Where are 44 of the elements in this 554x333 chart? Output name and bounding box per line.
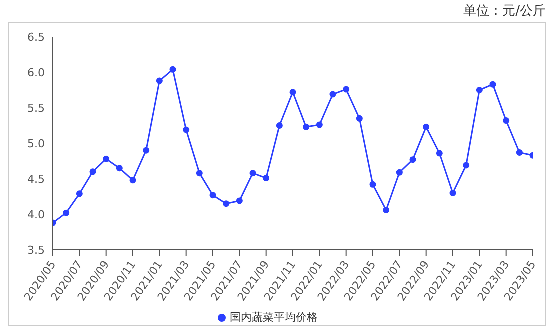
point (436, 150, 443, 157)
point (76, 190, 83, 198)
point (343, 86, 350, 93)
point (210, 192, 216, 199)
point (356, 115, 363, 122)
legend-label: 国内蔬菜平均价格 (230, 311, 318, 324)
point (196, 170, 203, 177)
point (116, 165, 123, 172)
point (170, 66, 176, 73)
point (370, 181, 376, 188)
y-tick-label: 5.0 (28, 137, 45, 150)
point (383, 206, 390, 214)
point (276, 122, 283, 129)
point (223, 200, 230, 208)
text: 单位：元/公斤 (464, 3, 546, 20)
point (263, 175, 270, 182)
point (103, 156, 110, 162)
point (330, 91, 336, 98)
point (396, 169, 403, 176)
point (516, 149, 523, 156)
point (410, 156, 416, 164)
point (423, 124, 430, 130)
point (503, 118, 510, 124)
point (250, 170, 256, 177)
point (450, 190, 456, 196)
point (463, 162, 470, 169)
point (290, 89, 296, 96)
y-tick-label: 4.0 (28, 208, 45, 222)
point (90, 168, 96, 176)
point (156, 78, 163, 84)
y-tick-label: 6.5 (28, 30, 45, 44)
point (490, 81, 496, 88)
y-tick-label: 5.5 (28, 102, 45, 115)
point (476, 87, 483, 94)
point (236, 198, 243, 204)
point (316, 122, 323, 128)
y-tick-label: 3.5 (28, 244, 45, 257)
y-tick-label: 4.5 (28, 172, 45, 186)
point (63, 210, 70, 216)
point (303, 124, 310, 130)
point (130, 177, 136, 184)
point (183, 126, 190, 134)
point (143, 147, 150, 154)
y-tick-label: 6.0 (28, 66, 45, 80)
